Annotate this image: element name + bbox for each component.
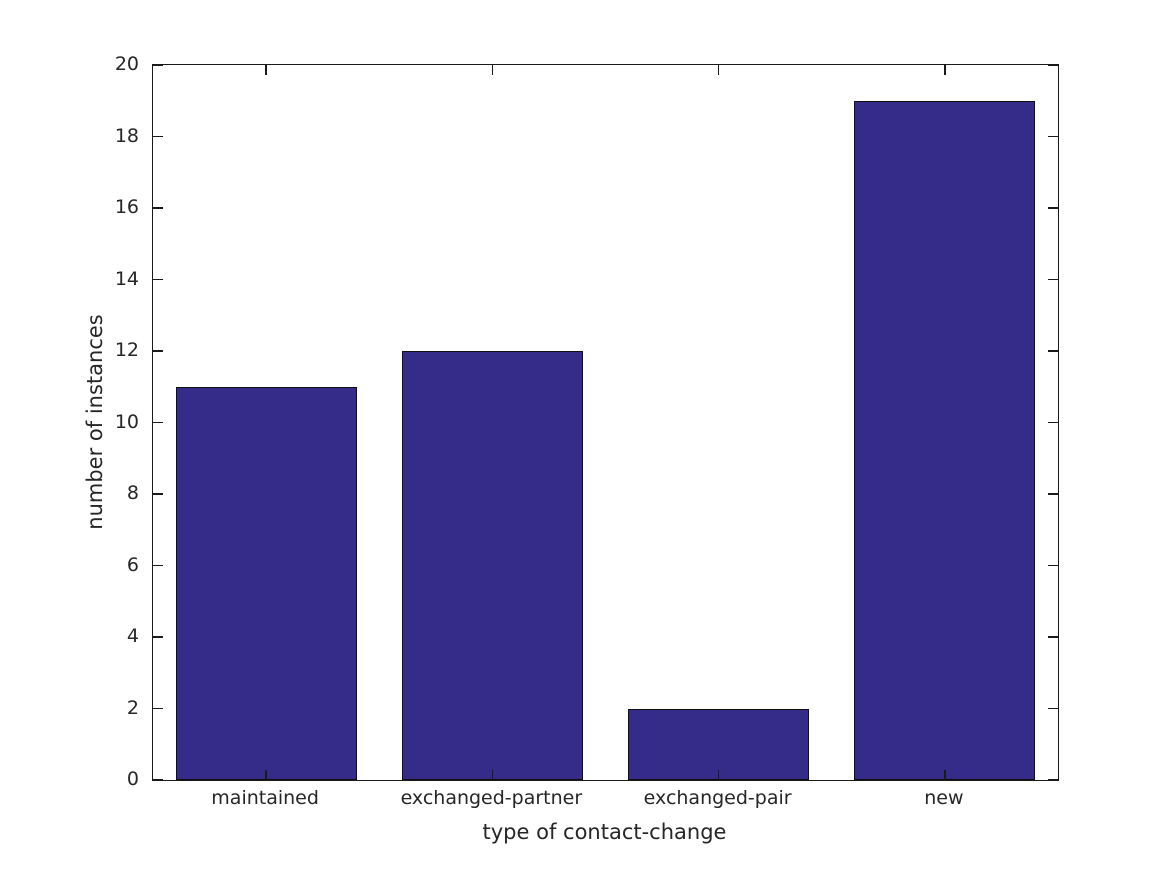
y-axis-tick-left	[153, 493, 163, 495]
y-tick-label: 4	[126, 625, 139, 647]
y-axis-tick-right	[1048, 779, 1058, 781]
y-tick-label: 12	[114, 339, 139, 361]
x-axis-tick-bottom	[944, 770, 946, 780]
y-axis-tick-left	[153, 707, 163, 710]
y-tick-label: 10	[114, 410, 139, 433]
y-axis-tick-left	[153, 779, 163, 781]
y-tick-label: 18	[114, 124, 139, 147]
x-axis-tick-top	[491, 65, 494, 75]
bar	[628, 708, 810, 780]
y-axis-tick-left	[153, 278, 163, 281]
x-axis-tick-top	[944, 65, 946, 75]
y-tick-label: 8	[126, 482, 139, 504]
y-tick-label: 20	[114, 53, 139, 75]
y-axis-tick-right	[1048, 350, 1058, 352]
y-axis-tick-right	[1048, 64, 1058, 66]
x-axis-tick-top	[265, 65, 267, 75]
y-axis-tick-right	[1048, 493, 1058, 495]
bar	[175, 386, 357, 780]
x-axis-tick-bottom	[717, 770, 720, 780]
x-axis-title: type of contact-change	[482, 820, 727, 844]
bar	[854, 100, 1036, 780]
y-tick-label: 0	[126, 768, 139, 790]
y-axis-tick-left	[153, 135, 163, 138]
x-axis-tick-bottom	[265, 770, 267, 780]
y-tick-label: 2	[126, 696, 139, 719]
y-axis-tick-right	[1048, 278, 1058, 281]
x-axis-tick-top	[717, 65, 720, 75]
y-axis-tick-left	[153, 350, 163, 352]
y-axis-tick-right	[1048, 135, 1058, 138]
y-axis-tick-left	[153, 207, 163, 209]
plot-area	[152, 64, 1059, 781]
y-axis-tick-right	[1048, 707, 1058, 710]
bar	[401, 351, 583, 780]
y-axis-tick-right	[1048, 636, 1058, 638]
x-tick-label: maintained	[211, 787, 319, 809]
y-tick-label: 6	[126, 553, 139, 576]
y-tick-label: 14	[114, 267, 139, 290]
y-axis-tick-left	[153, 64, 163, 66]
y-axis-tick-right	[1048, 421, 1058, 424]
y-tick-label: 16	[114, 196, 139, 218]
x-tick-label: exchanged-pair	[643, 787, 792, 809]
y-axis-tick-right	[1048, 564, 1058, 567]
y-axis-tick-left	[153, 636, 163, 638]
x-tick-label: new	[924, 787, 964, 809]
y-axis-tick-left	[153, 564, 163, 567]
y-axis-tick-right	[1048, 207, 1058, 209]
y-axis-tick-left	[153, 421, 163, 424]
x-axis-tick-bottom	[491, 770, 494, 780]
x-tick-label: exchanged-partner	[400, 787, 583, 809]
